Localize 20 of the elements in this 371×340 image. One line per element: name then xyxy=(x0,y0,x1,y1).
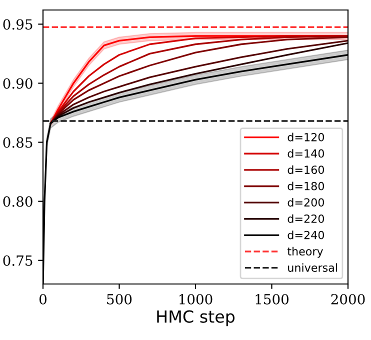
legend-label: d=120 xyxy=(288,132,324,142)
x-tick-label: 500 xyxy=(107,294,132,304)
legend-label: d=160 xyxy=(288,165,324,174)
legend-label: d=220 xyxy=(288,214,324,223)
x-tick-label: 1500 xyxy=(256,294,288,304)
y-tick-label: 0.85 xyxy=(3,137,32,148)
legend-label: d=200 xyxy=(288,198,324,207)
legend-label: universal xyxy=(288,263,337,272)
x-tick-label: 1000 xyxy=(180,294,212,304)
x-tick-label: 2000 xyxy=(331,294,365,304)
y-tick-label: 0.95 xyxy=(3,19,32,30)
x-axis-title: HMC step xyxy=(157,310,235,326)
legend-label: theory xyxy=(287,246,324,258)
x-tick-label: 0 xyxy=(39,294,46,304)
y-tick-label: 0.75 xyxy=(3,255,32,266)
y-tick-label: 0.90 xyxy=(3,78,32,89)
legend-label: d=240 xyxy=(288,230,324,240)
legend-label: d=140 xyxy=(288,149,324,158)
legend-label: d=180 xyxy=(288,182,324,190)
y-tick-label: 0.80 xyxy=(3,196,32,207)
